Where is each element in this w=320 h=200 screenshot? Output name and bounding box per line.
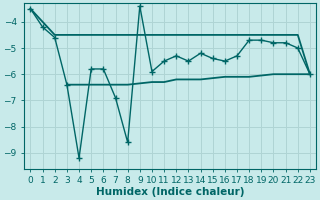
X-axis label: Humidex (Indice chaleur): Humidex (Indice chaleur): [96, 187, 244, 197]
